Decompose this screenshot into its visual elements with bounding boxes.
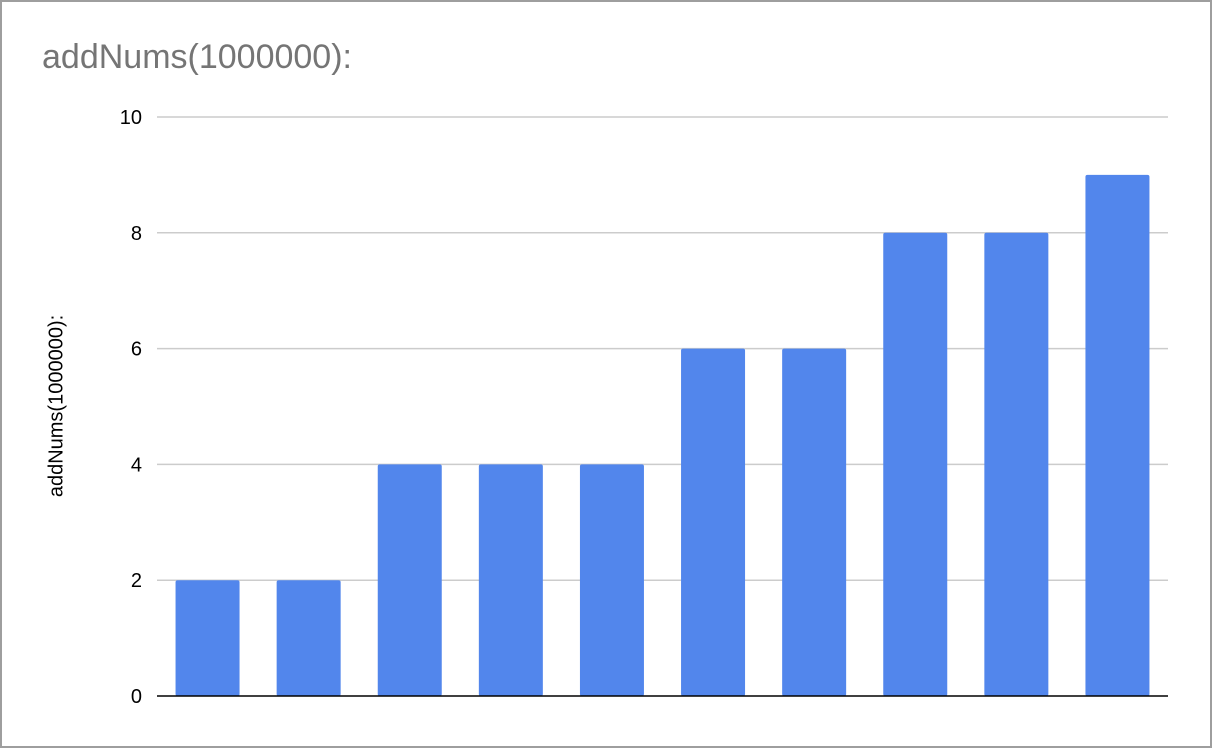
bar-6 (681, 348, 746, 696)
bar-2 (276, 580, 341, 696)
bar-7 (782, 348, 847, 696)
bar-10 (1085, 174, 1150, 696)
bar-9 (984, 232, 1049, 697)
bars (175, 174, 1150, 697)
y-tick-labels: 0 2 4 6 8 10 (120, 107, 142, 708)
y-tick-label: 4 (131, 454, 142, 476)
y-tick-label: 8 (131, 223, 142, 245)
bar-5 (579, 464, 644, 696)
bar-4 (478, 464, 543, 696)
y-tick-label: 0 (131, 686, 142, 708)
y-tick-label: 10 (120, 107, 142, 129)
bar-1 (175, 580, 240, 696)
bar-3 (377, 464, 442, 696)
y-tick-label: 6 (131, 339, 142, 361)
y-tick-label: 2 (131, 570, 142, 592)
chart-title: addNums(1000000): (42, 38, 352, 76)
bar-8 (883, 232, 948, 697)
